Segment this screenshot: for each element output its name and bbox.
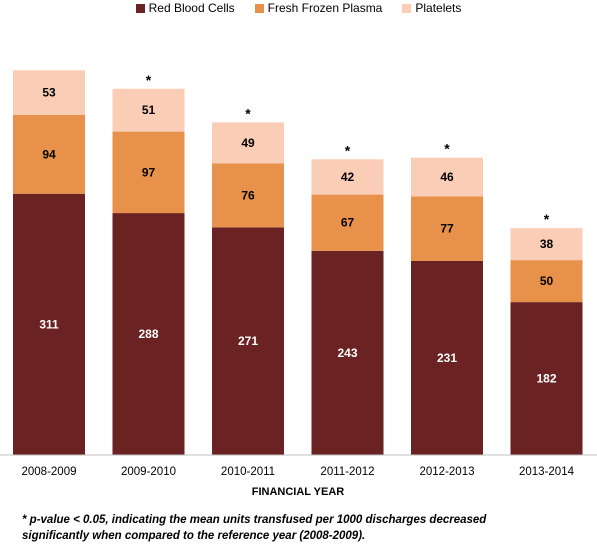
bar-segment-rbc-2008-2009 — [13, 193, 85, 455]
data-label-rbc-2010-2011: 271 — [238, 334, 258, 348]
footnote: * p-value < 0.05, indicating the mean un… — [22, 512, 582, 544]
bar-segment-ffp-2010-2011 — [212, 163, 284, 228]
bar-segment-ffp-2011-2012 — [311, 194, 384, 251]
legend-item-ffp: Fresh Frozen Plasma — [254, 0, 383, 16]
bar-segment-rbc-2012-2013 — [411, 260, 483, 455]
bar-segment-ffp-2013-2014 — [510, 260, 583, 303]
chart-legend: Red Blood Cells Fresh Frozen Plasma Plat… — [0, 0, 597, 16]
x-tick-label-2008-2009: 2008-2009 — [22, 466, 77, 478]
data-label-platelets-2012-2013: 46 — [440, 170, 454, 184]
data-label-rbc-2011-2012: 243 — [337, 346, 357, 360]
data-label-ffp-2011-2012: 67 — [341, 216, 355, 230]
bar-segment-platelets-2013-2014 — [510, 228, 583, 261]
data-label-platelets-2011-2012: 42 — [341, 170, 355, 184]
x-tick-label-2011-2012: 2011-2012 — [320, 466, 374, 478]
data-label-ffp-2010-2011: 76 — [241, 188, 255, 202]
legend-item-rbc: Red Blood Cells — [135, 0, 235, 16]
data-label-rbc-2008-2009: 311 — [39, 317, 59, 331]
x-tick-labels: 2008-2009 2009-2010 2010-2011 2011-2012 2012… — [22, 466, 575, 478]
data-label-rbc-2009-2010: 288 — [138, 327, 158, 341]
x-tick-label-2010-2011: 2010-2011 — [221, 466, 275, 478]
significance-marker-2010-2011: * — [245, 105, 251, 121]
data-label-rbc-2013-2014: 182 — [536, 372, 556, 386]
x-tick-label-2009-2010: 2009-2010 — [121, 466, 176, 478]
significance-marker-2013-2014: * — [544, 211, 550, 227]
footnote-line-1: * p-value < 0.05, indicating the mean un… — [22, 514, 487, 526]
bar-segment-platelets-2011-2012 — [311, 159, 384, 195]
footnote-line-2: significantly when compared to the refer… — [22, 530, 366, 542]
bar-segment-platelets-2009-2010 — [112, 88, 185, 132]
legend-swatch-rbc — [135, 3, 145, 13]
x-axis-title: FINANCIAL YEAR — [252, 486, 345, 498]
significance-marker-2012-2013: * — [444, 141, 450, 157]
bar-segment-rbc-2009-2010 — [112, 213, 185, 455]
bar-segment-ffp-2009-2010 — [112, 131, 185, 214]
legend-label-rbc: Red Blood Cells — [148, 1, 235, 15]
bars-layer: 311 94 53 288 97 51 * 271 76 49 * 243 67 42 * 231 77 46 * 1… — [13, 70, 583, 455]
legend-item-platelets: Platelets — [402, 0, 461, 16]
data-label-ffp-2013-2014: 50 — [540, 274, 554, 288]
significance-marker-2011-2012: * — [345, 142, 351, 158]
data-label-platelets-2013-2014: 38 — [540, 237, 554, 251]
x-tick-label-2012-2013: 2012-2013 — [420, 466, 475, 478]
legend-swatch-platelets — [402, 3, 412, 13]
bar-segment-rbc-2013-2014 — [510, 302, 583, 455]
data-label-platelets-2008-2009: 53 — [42, 86, 56, 100]
bar-segment-rbc-2010-2011 — [212, 227, 284, 455]
data-label-ffp-2012-2013: 77 — [440, 222, 454, 236]
bar-segment-platelets-2010-2011 — [212, 122, 284, 164]
significance-marker-2009-2010: * — [146, 72, 152, 88]
bar-segment-ffp-2012-2013 — [411, 196, 483, 261]
legend-label-platelets: Platelets — [415, 1, 462, 15]
bar-segment-platelets-2008-2009 — [13, 70, 85, 115]
legend-swatch-ffp — [254, 3, 264, 13]
data-label-rbc-2012-2013: 231 — [437, 351, 457, 365]
bar-segment-rbc-2011-2012 — [311, 250, 384, 455]
bar-segment-platelets-2012-2013 — [411, 157, 483, 197]
x-tick-label-2013-2014: 2013-2014 — [519, 466, 575, 478]
legend-label-ffp: Fresh Frozen Plasma — [267, 1, 383, 15]
data-label-ffp-2008-2009: 94 — [42, 147, 56, 161]
data-label-platelets-2010-2011: 49 — [241, 136, 255, 150]
data-label-ffp-2009-2010: 97 — [142, 165, 156, 179]
data-label-platelets-2009-2010: 51 — [142, 103, 156, 117]
bar-segment-ffp-2008-2009 — [13, 114, 85, 194]
